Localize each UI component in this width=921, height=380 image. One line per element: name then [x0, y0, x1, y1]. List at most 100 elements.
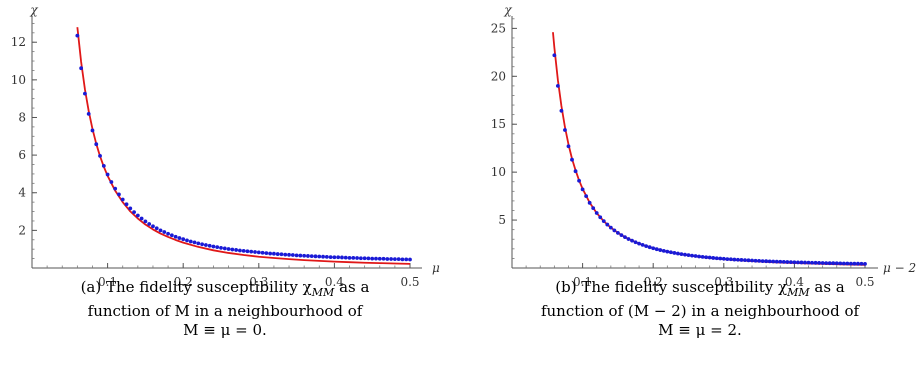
data-point: [767, 259, 772, 264]
data-point: [362, 256, 367, 261]
data-point: [640, 243, 645, 247]
caption-a-line-1: (a) The fidelity susceptibility χMM as a: [15, 278, 435, 302]
data-point: [219, 245, 223, 250]
data-point: [238, 248, 242, 253]
y-tick-label: 12: [11, 35, 26, 49]
data-point: [559, 108, 564, 113]
data-point: [584, 194, 589, 199]
data-point: [162, 230, 167, 234]
data-point: [306, 254, 310, 258]
data-point: [313, 254, 318, 259]
data-point: [226, 247, 231, 251]
chart-b: 0.1 0.2 0.3 0.4 0.5 5 10 15 20 25 μ − 2 χ: [491, 3, 916, 289]
data-point: [317, 254, 322, 259]
data-point: [207, 243, 212, 248]
data-point: [143, 219, 148, 224]
data-point: [147, 222, 152, 226]
data-point: [665, 249, 670, 254]
data-point: [230, 247, 235, 252]
x-tick-label: 0.3: [714, 275, 733, 289]
data-point: [377, 256, 382, 261]
data-point: [820, 261, 825, 265]
data-point: [294, 253, 299, 258]
data-point: [211, 244, 216, 249]
data-point: [203, 243, 208, 247]
data-point: [185, 238, 189, 243]
data-point: [268, 251, 273, 256]
data-point: [324, 255, 329, 259]
data-point: [279, 252, 284, 257]
data-point: [241, 248, 246, 253]
data-point: [166, 231, 170, 236]
data-point: [358, 256, 363, 261]
data-point: [654, 247, 659, 252]
data-point: [260, 250, 265, 255]
y-axis-label: χ: [29, 3, 38, 17]
data-point: [736, 257, 740, 262]
data-point: [83, 91, 87, 96]
panel-a: 0.1 0.2 0.3 0.4 0.5 2 4 6 8 10 12 μ χ (a) The fideli…: [0, 0, 450, 380]
data-point: [351, 255, 356, 260]
x-tick-label: 0.1: [573, 275, 592, 289]
y-tick-label: 10: [11, 73, 26, 87]
caption-a-line-3: M ≡ μ = 0.: [183, 321, 267, 339]
data-point: [563, 128, 567, 132]
data-point: [728, 257, 733, 262]
data-point: [633, 240, 638, 245]
data-point: [343, 255, 348, 260]
data-point: [788, 260, 793, 265]
data-point: [86, 112, 91, 116]
y-tick-label: 8: [18, 110, 26, 124]
data-point: [612, 228, 617, 233]
data-point: [810, 260, 814, 265]
data-point: [389, 257, 393, 261]
data-point: [831, 261, 836, 266]
data-point: [817, 261, 822, 265]
data-point: [340, 255, 344, 260]
data-point: [619, 233, 624, 238]
data-point: [676, 251, 680, 256]
data-point: [98, 153, 102, 158]
data-point: [799, 260, 804, 265]
data-point: [601, 219, 606, 224]
data-point: [408, 257, 412, 262]
data-point: [124, 202, 129, 207]
x-tick-label: 0.2: [174, 275, 193, 289]
data-point: [234, 248, 239, 252]
data-point: [845, 261, 850, 266]
data-point: [249, 249, 254, 254]
x-tick-label: 0.5: [400, 275, 419, 289]
data-point: [587, 200, 592, 205]
data-point: [591, 206, 596, 210]
data-point: [552, 53, 557, 58]
data-point: [355, 256, 359, 260]
data-point: [385, 257, 390, 261]
caption-a: (a) The fidelity susceptibility χMM as a…: [15, 278, 435, 340]
data-point: [328, 255, 333, 259]
data-point: [668, 250, 673, 255]
data-point: [771, 259, 776, 264]
data-point: [120, 197, 125, 202]
data-point: [169, 233, 174, 238]
data-point: [700, 254, 705, 259]
data-point: [813, 260, 818, 265]
data-point: [753, 258, 758, 263]
data-point: [264, 251, 269, 256]
data-point: [704, 255, 709, 260]
caption-b-line-1: (b) The fidelity susceptibility χMM as a: [480, 278, 920, 302]
data-point: [580, 187, 585, 192]
caption-b-text-1: (b) The fidelity susceptibility χ: [555, 278, 788, 296]
data-point: [139, 216, 144, 221]
data-point: [577, 178, 581, 183]
data-point: [109, 180, 114, 184]
data-point: [785, 260, 790, 264]
data-point: [287, 252, 291, 257]
x-axis-label: μ: [432, 261, 440, 275]
data-point: [672, 251, 677, 255]
data-point: [117, 192, 121, 197]
y-tick-label: 10: [491, 165, 506, 179]
data-point: [746, 258, 751, 263]
data-point: [760, 259, 765, 263]
data-point: [605, 222, 610, 227]
caption-b: (b) The fidelity susceptibility χMM as a…: [480, 278, 920, 340]
